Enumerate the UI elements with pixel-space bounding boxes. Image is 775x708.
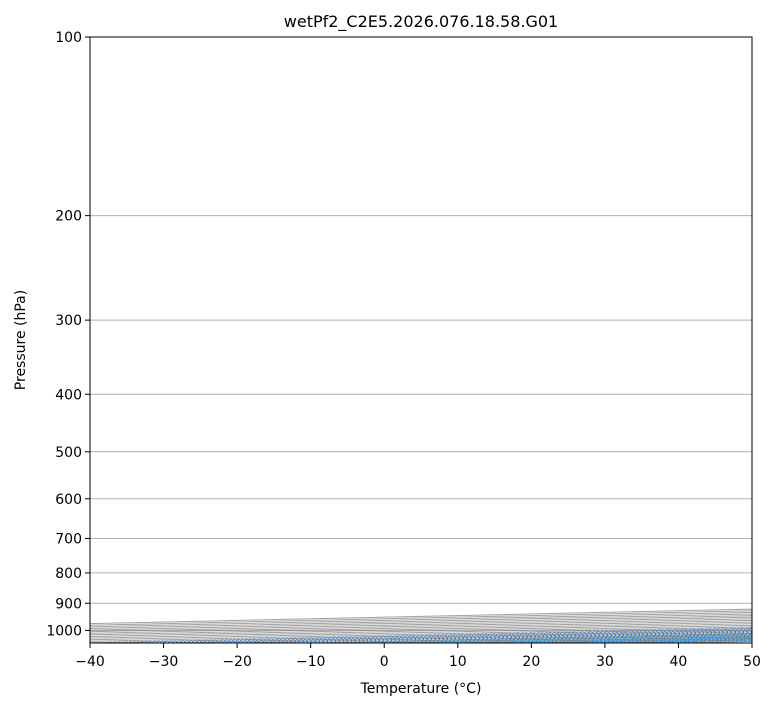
y-axis: 100 200 300 400 500 600 700 800 900 1000 [46,30,90,639]
x-tick-label: 30 [596,654,614,670]
y-tick-label: 400 [55,387,82,403]
x-axis-label: Temperature (°C) [360,681,482,697]
x-tick-label: 0 [380,654,389,670]
y-tick-label: 300 [55,313,82,329]
x-tick-label: −30 [149,654,179,670]
y-tick-label: 700 [55,532,82,548]
x-tick-label: −10 [296,654,326,670]
y-tick-label: 900 [55,596,82,612]
x-tick-label: 40 [670,654,688,670]
y-axis-label: Pressure (hPa) [13,290,29,390]
plot-background [90,37,752,643]
y-tick-label: 800 [55,566,82,582]
y-tick-label: 200 [55,209,82,225]
x-tick-label: 10 [449,654,467,670]
x-axis: −40 −30 −20 −10 0 10 20 30 40 50 [75,643,761,670]
x-tick-label: −40 [75,654,105,670]
chart-title: wetPf2_C2E5.2026.076.18.58.G01 [284,12,558,32]
x-tick-label: −20 [222,654,252,670]
y-tick-label: 500 [55,445,82,461]
y-tick-label: 100 [55,30,82,46]
x-tick-label: 20 [522,654,540,670]
x-tick-label: 50 [743,654,761,670]
dry-adiabat-320 [762,37,775,643]
y-tick-label: 600 [55,492,82,508]
y-tick-label: 1000 [46,623,82,639]
plot-frame [89,36,753,644]
